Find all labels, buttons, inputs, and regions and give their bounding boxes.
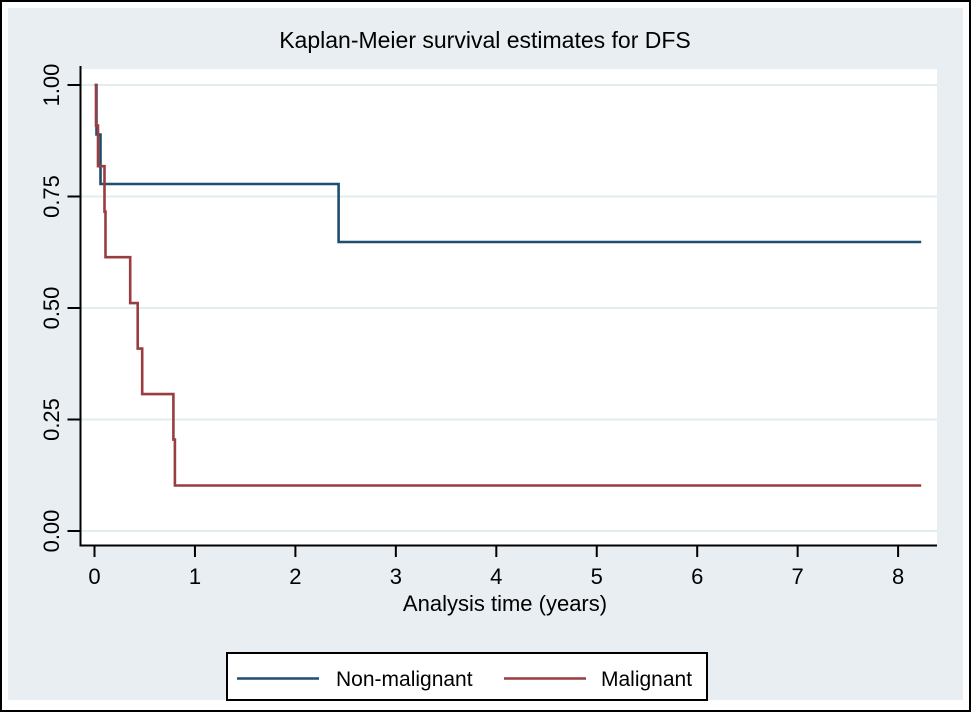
x-tick-label: 4 (490, 564, 502, 589)
axes (79, 66, 937, 547)
x-tick-label: 8 (892, 564, 904, 589)
legend-box (226, 652, 708, 701)
x-tick-label: 7 (792, 564, 804, 589)
y-tick-label: 1.00 (39, 64, 64, 107)
survival-curves (94, 83, 922, 487)
x-tick-label: 5 (591, 564, 603, 589)
x-tick-label: 2 (289, 564, 301, 589)
y-axis-ticks: 0.00 0.25 0.50 0.75 1.00 (39, 64, 81, 553)
legend-label-non-malignant: Non-malignant (336, 668, 473, 691)
x-tick-label: 1 (189, 564, 201, 589)
x-axis-label: Analysis time (years) (403, 591, 607, 616)
x-tick-label: 6 (691, 564, 703, 589)
gridlines (81, 84, 937, 532)
x-axis-ticks: 0 1 2 3 4 5 6 7 8 (88, 545, 904, 589)
legend-label-malignant: Malignant (601, 668, 692, 691)
legend: Non-malignant Malignant (226, 652, 708, 701)
y-tick-label: 0.00 (39, 510, 64, 553)
curve-malignant (94, 83, 922, 487)
chart-title: Kaplan-Meier survival estimates for DFS (279, 27, 691, 53)
y-tick-label: 0.50 (39, 287, 64, 330)
x-tick-label: 3 (390, 564, 402, 589)
y-tick-label: 0.75 (39, 175, 64, 218)
x-tick-label: 0 (88, 564, 100, 589)
y-tick-label: 0.25 (39, 398, 64, 441)
